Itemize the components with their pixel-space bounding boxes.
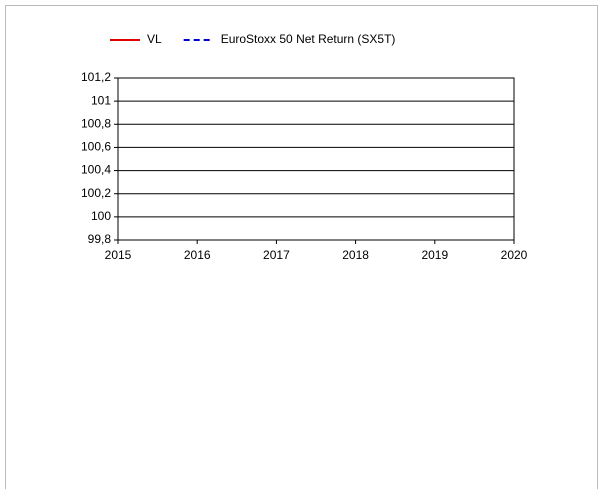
y-tick-label: 100 — [91, 209, 111, 223]
y-tick-label: 99,8 — [88, 232, 112, 246]
y-tick-label: 101,2 — [81, 70, 111, 84]
y-tick-label: 100,4 — [81, 163, 111, 177]
legend-label: VL — [147, 32, 162, 46]
x-tick-label: 2017 — [263, 248, 290, 262]
frame — [5, 5, 598, 489]
plot-border — [117, 77, 515, 241]
x-tick-label: 2018 — [342, 248, 369, 262]
legend-label: EuroStoxx 50 Net Return (SX5T) — [221, 32, 396, 46]
x-tick-label: 2015 — [105, 248, 132, 262]
y-tick-label: 100,8 — [81, 116, 111, 130]
x-tick-label: 2016 — [184, 248, 211, 262]
x-tick-label: 2020 — [501, 248, 528, 262]
x-tick-label: 2019 — [421, 248, 448, 262]
y-tick-label: 101 — [91, 93, 111, 107]
y-tick-label: 100,6 — [81, 140, 111, 154]
y-tick-label: 100,2 — [81, 186, 111, 200]
